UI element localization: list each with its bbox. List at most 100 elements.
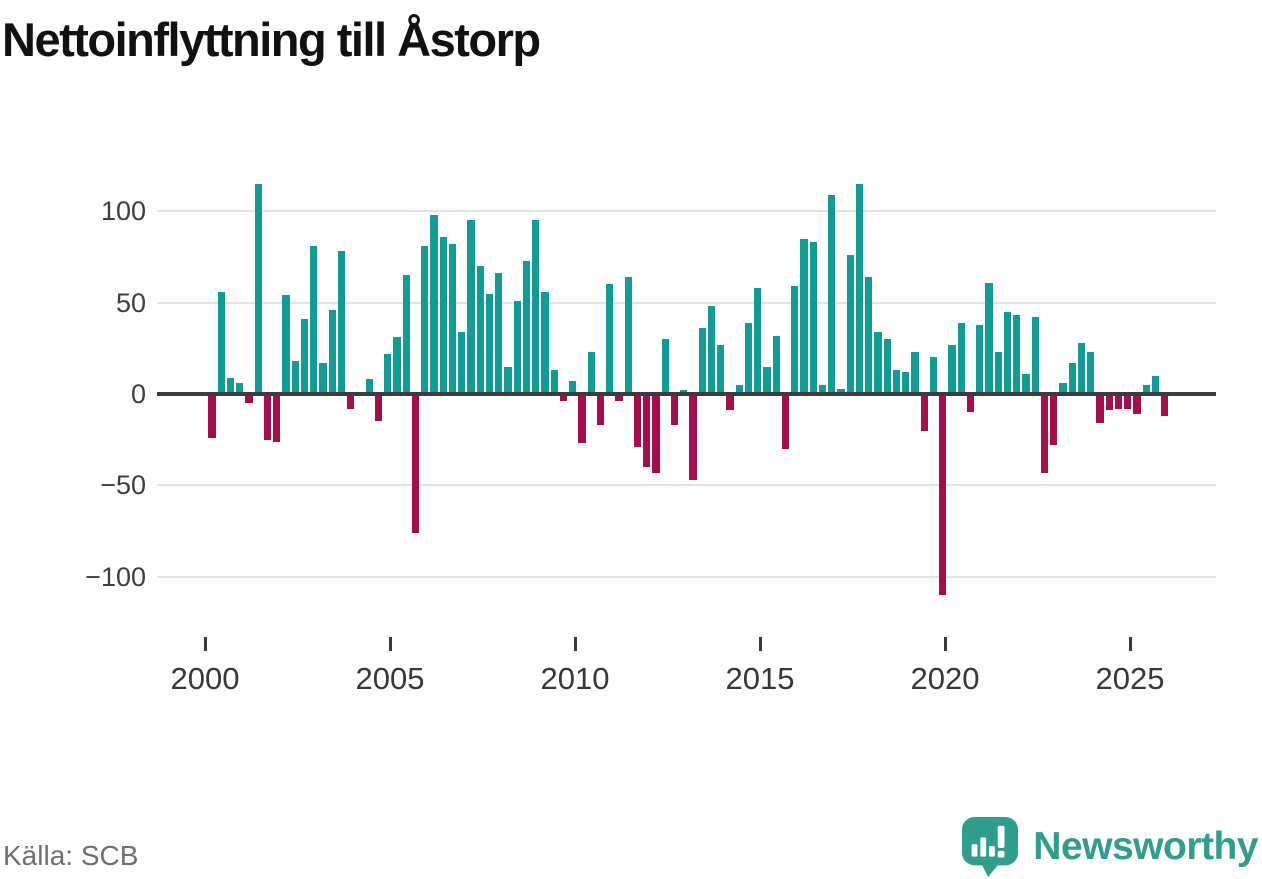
bar-positive (809, 242, 817, 394)
bar-positive (476, 266, 484, 394)
bar-positive (1087, 351, 1095, 394)
bar-negative (347, 394, 355, 409)
bar-negative (1040, 394, 1049, 473)
bar-negative (1114, 394, 1123, 409)
bar-positive (661, 339, 669, 394)
bar-negative (263, 394, 272, 440)
bar-positive (911, 351, 919, 394)
bar-positive (254, 183, 262, 394)
bar-negative (689, 394, 697, 480)
x-axis-tick (573, 637, 577, 651)
bar-positive (892, 370, 901, 394)
x-axis-tick (943, 637, 947, 651)
bar-positive (1142, 384, 1150, 394)
y-gridline (157, 301, 1216, 304)
y-axis-tick-label: −50 (100, 470, 146, 501)
bar-positive (458, 331, 466, 394)
bar-negative (208, 394, 216, 438)
x-axis-tick-label: 2005 (355, 661, 425, 696)
bar-positive (300, 319, 309, 394)
bar-positive (430, 214, 438, 394)
bar-positive (1003, 311, 1012, 394)
bar-positive (976, 324, 984, 394)
bar-positive (569, 381, 577, 394)
x-axis-tick (388, 637, 392, 651)
bar-negative (1096, 394, 1104, 424)
x-axis-tick-label: 2020 (910, 661, 980, 696)
bar-positive (587, 351, 595, 394)
bar-positive (217, 291, 225, 394)
bar-positive (421, 246, 429, 394)
bar-positive (606, 284, 614, 394)
bar-positive (1151, 375, 1160, 394)
bar-positive (1068, 362, 1076, 394)
bar-negative (920, 394, 928, 431)
bar-positive (763, 366, 771, 394)
bar-negative (726, 394, 734, 411)
bar-positive (467, 220, 475, 394)
bar-positive (948, 344, 956, 394)
x-axis-tick-label: 2000 (170, 661, 240, 696)
bar-positive (837, 388, 845, 394)
bar-positive (393, 337, 401, 394)
bar-positive (800, 238, 808, 394)
chart-title: Nettoinflyttning till Åstorp (2, 13, 541, 66)
bar-negative (670, 394, 679, 426)
y-axis-tick-label: 50 (115, 287, 146, 318)
bar-positive (883, 339, 891, 394)
bar-negative (615, 394, 623, 402)
bar-positive (707, 306, 716, 394)
bar-positive (439, 236, 447, 394)
bar-negative (1161, 394, 1169, 416)
bar-positive (495, 273, 503, 394)
x-axis-tick (203, 637, 207, 651)
bar-positive (319, 362, 327, 394)
bar-positive (291, 361, 299, 394)
x-axis-zero-line (157, 392, 1216, 396)
bar-negative (939, 394, 947, 595)
bar-positive (985, 282, 993, 394)
source-caption: Källa: SCB (3, 840, 139, 871)
x-axis-tick-label: 2010 (540, 661, 610, 696)
y-gridline (157, 484, 1216, 487)
bar-positive (448, 244, 457, 394)
bar-positive (384, 353, 392, 394)
y-axis-tick-label: −100 (85, 561, 146, 592)
bar-positive (1022, 373, 1030, 394)
bar-positive (337, 251, 346, 394)
bar-positive (818, 384, 827, 394)
bar-positive (902, 372, 910, 394)
brand-footer: Newsworthy (961, 816, 1258, 878)
bar-positive (994, 351, 1002, 394)
x-axis-tick (1128, 637, 1132, 651)
bar-positive (865, 277, 873, 394)
bar-positive (874, 331, 882, 394)
bar-negative (1133, 394, 1141, 415)
bar-negative (1050, 394, 1058, 446)
bar-negative (596, 394, 605, 426)
y-gridline (157, 575, 1216, 578)
bar-positive (504, 366, 512, 394)
bar-positive (226, 377, 235, 394)
bar-positive (550, 370, 558, 394)
bar-positive (1031, 317, 1039, 394)
bar-positive (310, 246, 318, 394)
bar-positive (402, 275, 410, 394)
bar-positive (485, 293, 494, 394)
bar-negative (273, 394, 281, 442)
bar-positive (365, 379, 373, 394)
bar-negative (1105, 394, 1113, 411)
bar-negative (559, 394, 568, 402)
x-axis-tick-label: 2015 (725, 661, 795, 696)
bar-positive (791, 286, 799, 394)
bar-negative (643, 394, 651, 468)
bar-positive (522, 260, 531, 394)
bar-positive (754, 288, 762, 394)
bar-positive (855, 183, 864, 394)
bar-positive (532, 220, 540, 394)
bar-negative (633, 394, 642, 447)
bar-positive (1059, 383, 1067, 394)
bar-negative (411, 394, 420, 533)
